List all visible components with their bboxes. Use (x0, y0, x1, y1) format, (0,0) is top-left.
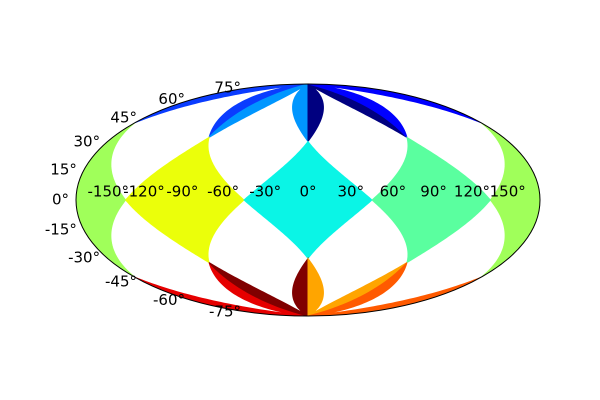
lon-tick-label: -30° (249, 183, 281, 201)
lon-tick-label: -120° (123, 183, 165, 201)
lat-tick-label: -75° (209, 303, 241, 321)
lon-tick-label: -150° (88, 183, 130, 201)
healpix-pixel-layer (76, 84, 540, 316)
lat-tick-label: 0° (52, 191, 69, 209)
lat-tick-label: -15° (45, 221, 77, 239)
lon-tick-label: 120° (454, 183, 490, 201)
lon-tick-label: -60° (207, 183, 239, 201)
lat-tick-label: 30° (74, 133, 101, 151)
healpix-pixel-equator-90 (371, 136, 491, 264)
lat-tick-label: 15° (50, 161, 77, 179)
lat-tick-label: 60° (158, 90, 185, 108)
lon-tick-label: 0° (299, 183, 316, 201)
lon-tick-label: 60° (380, 183, 407, 201)
longitude-tick-labels: -150°-120° -90° -60° -30° 0° 30° 60° 90° 120° 150… (88, 183, 526, 201)
lat-tick-label: 75° (214, 79, 241, 97)
map-boundary (75, 83, 541, 317)
healpix-pixel-equator-180-east (480, 122, 540, 278)
latitude-tick-labels: 75° 60° 45° 30° 15° 0° -15° -30° -45° -60° -75° (45, 79, 241, 321)
lon-tick-label: -90° (166, 183, 198, 201)
lon-tick-label: 30° (338, 183, 365, 201)
lon-tick-label: 150° (490, 183, 526, 201)
lat-tick-label: -30° (68, 249, 100, 267)
lat-tick-label: 45° (110, 109, 137, 127)
lat-tick-label: -45° (105, 273, 137, 291)
lon-tick-label: 90° (420, 183, 447, 201)
lat-tick-label: -60° (153, 291, 185, 309)
